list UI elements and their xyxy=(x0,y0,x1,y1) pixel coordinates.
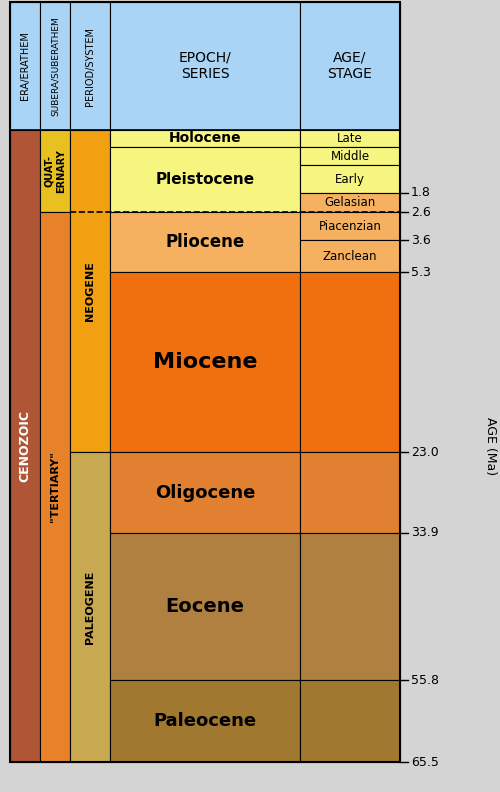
Text: 2.6: 2.6 xyxy=(411,205,431,219)
Bar xyxy=(10,2,40,130)
Bar xyxy=(110,272,300,452)
Bar xyxy=(300,240,400,272)
Text: Piacenzian: Piacenzian xyxy=(318,219,382,233)
Text: NEOGENE: NEOGENE xyxy=(85,261,95,321)
Text: 33.9: 33.9 xyxy=(411,527,438,539)
Text: Pliocene: Pliocene xyxy=(166,233,244,251)
Text: AGE/
STAGE: AGE/ STAGE xyxy=(328,51,372,81)
Text: 55.8: 55.8 xyxy=(411,673,439,687)
Bar xyxy=(300,147,400,165)
Text: CENOZOIC: CENOZOIC xyxy=(18,410,32,482)
Text: Holocene: Holocene xyxy=(168,131,242,146)
Text: AGE (Ma): AGE (Ma) xyxy=(484,417,496,475)
Text: 65.5: 65.5 xyxy=(411,756,439,768)
Text: 23.0: 23.0 xyxy=(411,445,439,459)
Text: Oligocene: Oligocene xyxy=(155,483,255,501)
Text: Late: Late xyxy=(337,132,363,145)
Bar xyxy=(300,680,400,762)
Bar xyxy=(40,2,70,130)
Text: PALEOGENE: PALEOGENE xyxy=(85,570,95,644)
Text: Pleistocene: Pleistocene xyxy=(156,172,254,187)
Bar xyxy=(110,2,300,130)
Bar xyxy=(110,130,300,147)
Bar xyxy=(300,272,400,452)
Text: Middle: Middle xyxy=(330,150,370,162)
Bar xyxy=(110,452,300,533)
Text: Gelasian: Gelasian xyxy=(324,196,376,209)
Bar xyxy=(10,2,400,762)
Text: Zanclean: Zanclean xyxy=(323,249,378,262)
Text: QUAT-
ERNARY: QUAT- ERNARY xyxy=(44,149,66,193)
Text: 3.6: 3.6 xyxy=(411,234,431,246)
Text: EPOCH/
SERIES: EPOCH/ SERIES xyxy=(178,51,232,81)
Text: ERA/ERATHEM: ERA/ERATHEM xyxy=(20,32,30,101)
Text: SUBERA/SUBERATHEM: SUBERA/SUBERATHEM xyxy=(50,16,59,116)
Bar xyxy=(110,533,300,680)
Bar xyxy=(70,2,110,130)
Bar xyxy=(40,212,70,762)
Bar xyxy=(70,452,110,762)
Bar xyxy=(300,2,400,130)
Bar xyxy=(300,130,400,147)
Text: 5.3: 5.3 xyxy=(411,265,431,279)
Bar xyxy=(70,130,110,452)
Text: Miocene: Miocene xyxy=(153,352,257,372)
Bar xyxy=(300,212,400,240)
Bar xyxy=(40,130,70,212)
Text: PERIOD/SYSTEM: PERIOD/SYSTEM xyxy=(85,26,95,105)
Bar xyxy=(110,212,300,272)
Bar xyxy=(300,193,400,212)
Text: Eocene: Eocene xyxy=(166,597,244,616)
Bar xyxy=(300,165,400,193)
Text: 1.8: 1.8 xyxy=(411,186,431,200)
Bar xyxy=(300,533,400,680)
Bar xyxy=(110,147,300,212)
Bar xyxy=(300,452,400,533)
Bar xyxy=(10,130,40,762)
Text: Early: Early xyxy=(335,173,365,185)
Bar xyxy=(110,680,300,762)
Text: Paleocene: Paleocene xyxy=(154,712,256,730)
Text: "TERTIARY": "TERTIARY" xyxy=(50,451,60,523)
